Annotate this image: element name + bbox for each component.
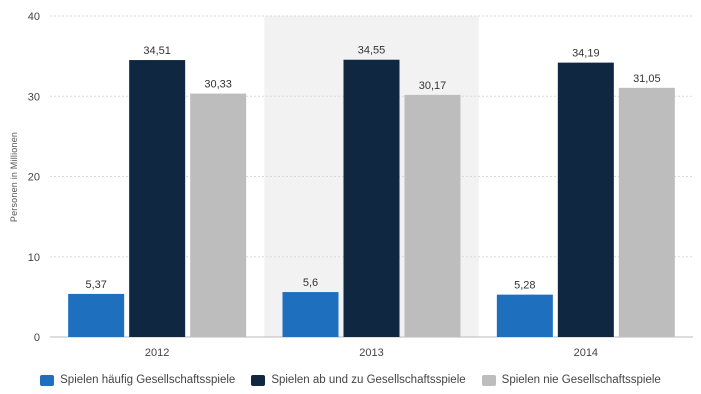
legend: Spielen häufig Gesellschaftsspiele Spiele… xyxy=(0,374,701,386)
y-tick-label: 40 xyxy=(28,11,40,23)
y-tick-label: 30 xyxy=(28,91,40,103)
y-axis-ticks: 0 10 20 30 40 xyxy=(28,11,40,344)
data-label: 5,6 xyxy=(303,277,318,289)
legend-item[interactable]: Spielen nie Gesellschaftsspiele xyxy=(481,374,661,386)
bar xyxy=(343,59,400,337)
legend-item[interactable]: Spielen ab und zu Gesellschaftsspiele xyxy=(251,374,466,386)
x-tick-label: 2014 xyxy=(574,347,598,359)
legend-swatch xyxy=(40,374,55,386)
bar-chart: 0 10 20 30 40 Personen in Millionen 5,37 34,5… xyxy=(9,11,693,359)
x-tick-label: 2012 xyxy=(145,347,169,359)
data-label: 31,05 xyxy=(633,73,661,85)
bar xyxy=(496,294,553,337)
bars xyxy=(68,59,675,338)
data-label: 30,33 xyxy=(204,79,232,91)
y-tick-label: 10 xyxy=(28,252,40,264)
bar xyxy=(618,87,675,337)
bar xyxy=(129,60,186,337)
legend-label: Spielen häufig Gesellschaftsspiele xyxy=(60,374,236,386)
bar xyxy=(190,93,247,338)
legend-label: Spielen nie Gesellschaftsspiele xyxy=(501,374,661,386)
data-label: 34,55 xyxy=(358,45,386,57)
y-axis-label: Personen in Millionen xyxy=(9,132,19,222)
legend-swatch xyxy=(481,374,496,386)
x-tick-label: 2013 xyxy=(359,347,383,359)
legend-swatch xyxy=(251,374,266,386)
data-label: 34,51 xyxy=(143,45,171,57)
x-axis-ticks: 2012 2013 2014 xyxy=(145,347,598,359)
data-label: 5,37 xyxy=(85,279,106,291)
bar xyxy=(68,293,125,337)
legend-item[interactable]: Spielen häufig Gesellschaftsspiele xyxy=(40,374,235,386)
y-tick-label: 0 xyxy=(34,332,40,344)
bar xyxy=(404,94,461,338)
bar xyxy=(557,62,614,338)
data-label: 34,19 xyxy=(572,48,600,60)
data-labels: 5,37 34,51 30,33 5,6 34,55 30,17 5,28 34,19 31,0… xyxy=(85,45,660,292)
y-tick-label: 20 xyxy=(28,172,40,184)
legend-label: Spielen ab und zu Gesellschaftsspiele xyxy=(271,374,466,386)
data-label: 5,28 xyxy=(514,280,535,292)
data-label: 30,17 xyxy=(419,80,447,92)
bar xyxy=(282,292,339,337)
